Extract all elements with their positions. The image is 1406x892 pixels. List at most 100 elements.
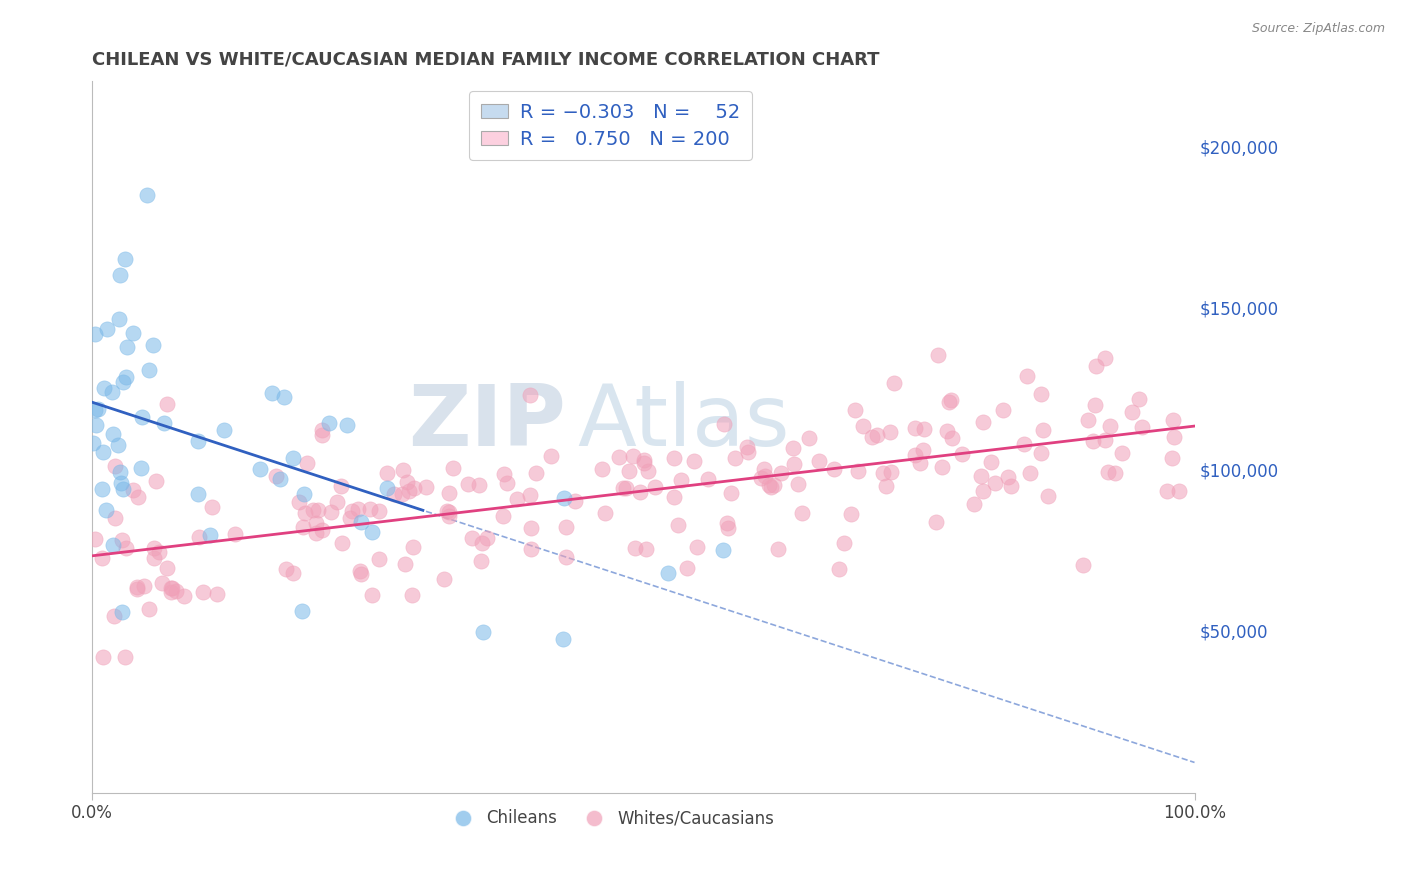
Point	[735, 440, 758, 454]
Point	[114, 541, 136, 556]
Point	[662, 451, 685, 466]
Point	[187, 530, 209, 544]
Point	[696, 472, 718, 486]
Point	[883, 376, 905, 390]
Point	[614, 481, 637, 495]
Point	[187, 487, 209, 501]
Point	[101, 385, 124, 400]
Point	[612, 481, 634, 495]
Point	[160, 581, 183, 595]
Point	[375, 481, 398, 495]
Point	[84, 402, 107, 417]
Point	[904, 421, 927, 435]
Point	[1128, 392, 1150, 406]
Point	[477, 532, 499, 546]
Point	[392, 463, 415, 477]
Point	[471, 536, 494, 550]
Legend: Chileans, Whites/Caucasians: Chileans, Whites/Caucasians	[440, 803, 780, 834]
Point	[111, 482, 134, 496]
Point	[1161, 413, 1184, 427]
Point	[993, 402, 1015, 417]
Point	[938, 395, 960, 409]
Point	[872, 466, 894, 480]
Point	[125, 580, 148, 594]
Point	[866, 428, 889, 442]
Point	[941, 431, 963, 445]
Point	[1077, 413, 1099, 427]
Point	[724, 450, 747, 465]
Point	[145, 474, 167, 488]
Point	[91, 649, 114, 664]
Point	[879, 425, 901, 440]
Point	[143, 551, 166, 566]
Point	[1163, 430, 1185, 444]
Point	[1094, 351, 1116, 366]
Text: Source: ZipAtlas.com: Source: ZipAtlas.com	[1251, 22, 1385, 36]
Point	[329, 479, 352, 493]
Point	[288, 495, 311, 509]
Point	[457, 476, 479, 491]
Point	[607, 450, 630, 464]
Point	[153, 416, 176, 430]
Point	[142, 541, 165, 555]
Point	[624, 541, 647, 555]
Point	[628, 484, 651, 499]
Point	[737, 444, 759, 458]
Point	[880, 465, 903, 479]
Point	[644, 480, 666, 494]
Point	[441, 460, 464, 475]
Point	[786, 476, 808, 491]
Point	[224, 526, 246, 541]
Point	[394, 557, 416, 571]
Point	[107, 437, 129, 451]
Point	[782, 442, 804, 456]
Point	[768, 542, 790, 557]
Point	[339, 511, 361, 525]
Point	[506, 492, 529, 507]
Point	[129, 460, 152, 475]
Point	[591, 462, 613, 476]
Point	[395, 475, 418, 489]
Point	[1032, 423, 1054, 437]
Point	[132, 579, 155, 593]
Point	[519, 488, 541, 502]
Point	[91, 482, 114, 496]
Point	[471, 624, 494, 639]
Point	[1130, 419, 1153, 434]
Point	[103, 538, 125, 552]
Point	[111, 375, 134, 389]
Point	[931, 459, 953, 474]
Point	[294, 506, 316, 520]
Point	[401, 588, 423, 602]
Point	[1000, 479, 1022, 493]
Point	[281, 566, 304, 580]
Point	[807, 454, 830, 468]
Point	[101, 427, 124, 442]
Point	[1081, 434, 1104, 448]
Point	[191, 585, 214, 599]
Point	[121, 326, 143, 341]
Point	[844, 403, 866, 417]
Point	[283, 451, 305, 466]
Point	[720, 486, 742, 500]
Point	[520, 521, 543, 535]
Point	[1018, 466, 1040, 480]
Point	[114, 649, 136, 664]
Point	[336, 417, 359, 432]
Point	[291, 520, 314, 534]
Point	[927, 348, 949, 362]
Point	[330, 536, 353, 550]
Point	[555, 549, 578, 564]
Point	[292, 486, 315, 500]
Point	[875, 479, 897, 493]
Point	[295, 457, 318, 471]
Point	[754, 468, 776, 483]
Point	[107, 312, 129, 326]
Point	[110, 476, 132, 491]
Point	[972, 415, 994, 429]
Point	[269, 472, 291, 486]
Point	[108, 268, 131, 283]
Point	[1017, 368, 1039, 383]
Point	[797, 431, 820, 445]
Point	[249, 462, 271, 476]
